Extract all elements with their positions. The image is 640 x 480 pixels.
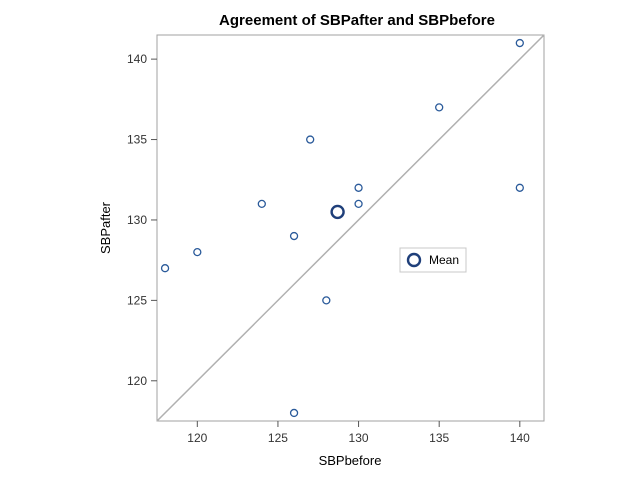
data-point	[160, 264, 170, 273]
x-axis-label: SBPbefore	[319, 453, 382, 468]
data-point	[289, 408, 299, 418]
x-tick-label: 140	[510, 431, 530, 445]
x-tick-label: 120	[187, 431, 207, 445]
legend-mean-marker	[406, 252, 422, 268]
data-point	[354, 183, 363, 192]
diagonal-layer	[156, 34, 545, 422]
diagonal-reference-line	[156, 34, 545, 422]
x-tick-label: 135	[429, 431, 449, 445]
legend-label: Mean	[429, 253, 459, 267]
y-tick-label: 130	[127, 213, 147, 227]
chart-title: Agreement of SBPafter and SBPbefore	[219, 12, 495, 29]
y-tick-label: 140	[127, 52, 147, 66]
y-tick-label: 120	[127, 374, 147, 388]
data-point	[193, 247, 202, 257]
data-point	[515, 38, 524, 48]
y-tick-label: 135	[127, 133, 147, 147]
data-point	[289, 231, 299, 241]
data-point	[322, 296, 331, 305]
plot-frame	[156, 34, 545, 422]
x-axis: 120 125 130 135 140	[187, 421, 530, 445]
legend-box	[399, 247, 467, 273]
mean-marker	[330, 204, 345, 220]
y-axis: 120 125 130 135 140	[127, 52, 157, 388]
data-point	[515, 183, 524, 192]
x-tick-label: 125	[268, 431, 288, 445]
data-point	[306, 135, 315, 144]
data-point	[354, 199, 363, 209]
y-tick-label: 125	[127, 293, 147, 307]
y-axis-label: SBPafter	[98, 201, 113, 254]
x-tick-label: 130	[349, 431, 369, 445]
legend: Mean	[399, 247, 467, 273]
data-point	[257, 199, 266, 209]
mean-layer	[330, 204, 345, 220]
data-point	[435, 103, 444, 112]
points-layer	[160, 38, 524, 418]
